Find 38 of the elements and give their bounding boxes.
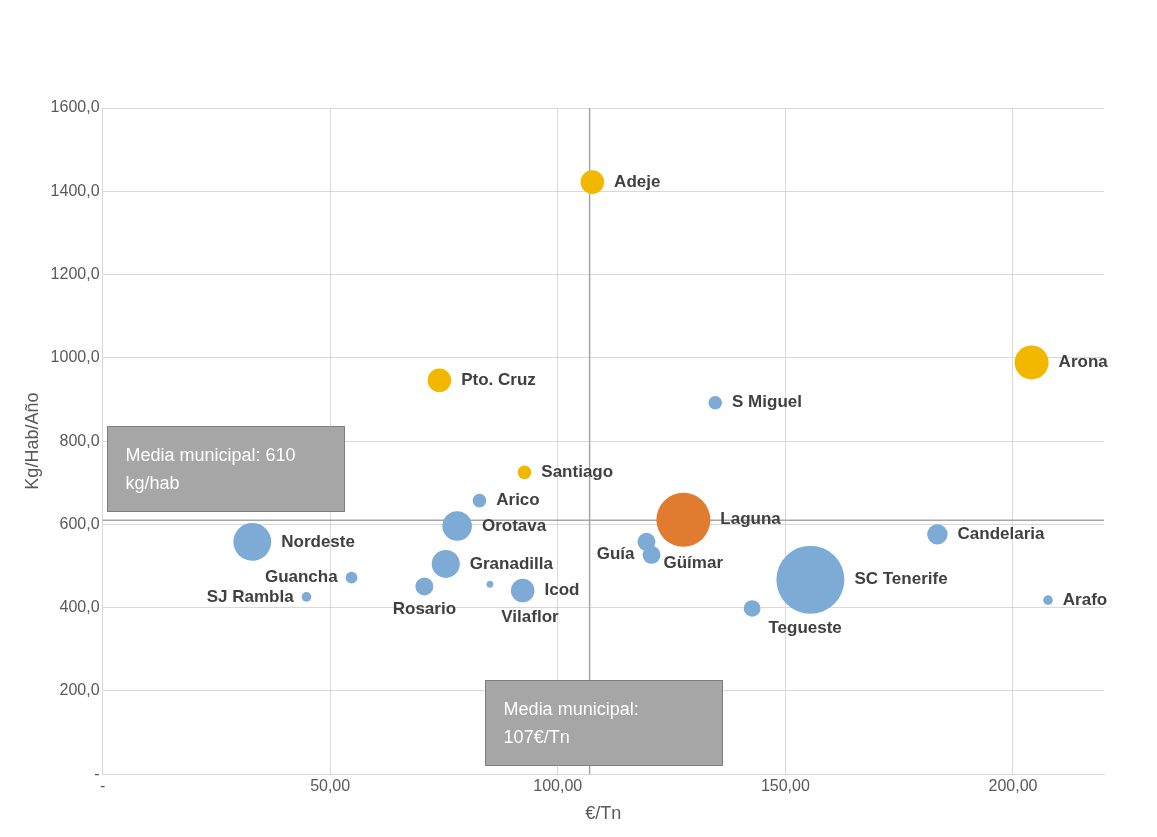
y-tick-label: 400,0 (59, 598, 100, 616)
y-tick-label: 1200,0 (50, 264, 100, 282)
annotation: Vilaflor (501, 607, 560, 627)
annotation: Adeje (614, 171, 661, 191)
annotation: Nordeste (281, 531, 355, 551)
y-tick-label: - (94, 764, 100, 782)
annotation: Rosario (392, 599, 457, 619)
x-tick-label: 200,00 (988, 777, 1038, 795)
annotation: Candelaria (957, 524, 1046, 544)
annotation: Arafo (1062, 589, 1108, 609)
annotation: Granadilla (469, 553, 554, 573)
y-tick-label: 800,0 (59, 431, 100, 449)
y-tick-label: 1000,0 (50, 348, 100, 366)
annotation: S Miguel (732, 392, 802, 412)
annotation: Tegueste (768, 618, 842, 638)
y-tick-label: 200,0 (59, 681, 100, 699)
annotation: Guancha (264, 567, 339, 587)
annotation: Icod (544, 580, 580, 600)
y-tick-label: 1400,0 (50, 181, 100, 199)
y-tick-label: 1600,0 (50, 98, 100, 116)
annotation: Güímar (663, 552, 724, 572)
callout-box: Media municipal: 107€/Tn (484, 680, 723, 767)
annotation: Pto. Cruz (461, 370, 536, 389)
y-tick-label: 600,0 (59, 514, 100, 532)
annotation: Arona (1058, 352, 1109, 372)
x-axis-title: €/Tn (585, 803, 622, 824)
x-tick-label: 100,00 (533, 777, 583, 795)
x-tick-label: 50,00 (310, 777, 351, 795)
annotation: Guía (596, 544, 636, 564)
annotation: SC Tenerife (854, 569, 948, 589)
annotation: Santiago (541, 462, 614, 482)
callout-box: Media municipal: 610 kg/hab (106, 426, 345, 513)
y-axis-title: Kg/Hab/Año (21, 392, 42, 490)
annotation: Arico (496, 490, 540, 510)
annotation: Orotava (481, 515, 547, 535)
annotation: Laguna (720, 509, 782, 529)
annotation: SJ Rambla (206, 586, 295, 606)
x-tick-label: 150,00 (760, 777, 810, 795)
